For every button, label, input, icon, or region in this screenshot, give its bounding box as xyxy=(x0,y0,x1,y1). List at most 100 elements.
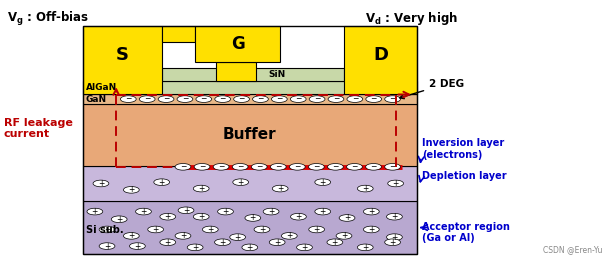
Circle shape xyxy=(387,234,403,241)
Circle shape xyxy=(357,185,373,192)
Text: +: + xyxy=(238,178,244,187)
Text: +: + xyxy=(198,212,205,221)
Text: Acceptor region
(Ga or Al): Acceptor region (Ga or Al) xyxy=(422,222,510,243)
Text: −: − xyxy=(219,95,226,104)
Circle shape xyxy=(347,96,363,103)
Text: Buffer: Buffer xyxy=(223,127,276,142)
Text: Si sub.: Si sub. xyxy=(86,225,124,235)
Text: +: + xyxy=(301,243,308,252)
Text: +: + xyxy=(389,238,396,247)
Text: −: − xyxy=(351,162,357,171)
Circle shape xyxy=(136,208,152,215)
Text: $\mathbf{V_g}$ : Off-bias: $\mathbf{V_g}$ : Off-bias xyxy=(7,10,89,28)
Circle shape xyxy=(175,163,191,170)
Text: Inversion layer
(electrons): Inversion layer (electrons) xyxy=(422,138,504,160)
Circle shape xyxy=(309,96,325,103)
Text: +: + xyxy=(392,179,399,188)
Text: +: + xyxy=(268,207,274,216)
Circle shape xyxy=(297,244,312,251)
Circle shape xyxy=(281,233,297,239)
Text: +: + xyxy=(391,233,398,242)
Circle shape xyxy=(213,163,229,170)
Circle shape xyxy=(148,226,164,233)
Bar xyxy=(162,26,195,42)
Circle shape xyxy=(336,233,352,239)
Text: −: − xyxy=(275,162,281,171)
Text: +: + xyxy=(128,185,135,194)
Text: +: + xyxy=(152,225,159,234)
Text: +: + xyxy=(92,207,98,216)
Text: +: + xyxy=(391,212,398,221)
Circle shape xyxy=(214,239,230,246)
Text: −: − xyxy=(370,95,377,104)
Text: −: − xyxy=(295,95,301,104)
Bar xyxy=(83,104,417,166)
Text: −: − xyxy=(218,162,224,171)
Circle shape xyxy=(254,226,270,233)
Text: S: S xyxy=(116,46,128,64)
Circle shape xyxy=(253,96,269,103)
Text: AlGaN: AlGaN xyxy=(86,83,117,92)
Text: +: + xyxy=(274,238,280,247)
Circle shape xyxy=(217,208,233,215)
Text: −: − xyxy=(199,162,205,171)
Circle shape xyxy=(309,226,325,233)
Circle shape xyxy=(175,233,191,239)
Circle shape xyxy=(269,239,285,246)
Text: +: + xyxy=(368,225,375,234)
Bar xyxy=(83,201,417,254)
Circle shape xyxy=(232,163,248,170)
Circle shape xyxy=(315,179,331,186)
Circle shape xyxy=(357,244,373,251)
Circle shape xyxy=(270,163,286,170)
Text: −: − xyxy=(163,95,169,104)
Text: −: − xyxy=(314,95,320,104)
Text: +: + xyxy=(332,238,338,247)
Circle shape xyxy=(93,180,109,187)
Circle shape xyxy=(124,233,139,239)
Circle shape xyxy=(290,213,306,220)
Bar xyxy=(344,26,417,94)
Circle shape xyxy=(111,216,127,223)
Circle shape xyxy=(230,234,245,241)
Text: −: − xyxy=(256,162,262,171)
Circle shape xyxy=(388,180,404,187)
Circle shape xyxy=(130,243,146,249)
Text: $\mathbf{V_d}$ : Very high: $\mathbf{V_d}$ : Very high xyxy=(365,10,459,27)
Text: +: + xyxy=(164,238,171,247)
Text: +: + xyxy=(250,214,256,223)
Circle shape xyxy=(290,96,306,103)
Circle shape xyxy=(187,244,203,251)
Bar xyxy=(83,26,162,94)
Circle shape xyxy=(99,243,115,249)
Circle shape xyxy=(385,239,401,246)
Circle shape xyxy=(347,163,362,170)
Text: −: − xyxy=(200,95,207,104)
Circle shape xyxy=(158,96,174,103)
Circle shape xyxy=(87,208,103,215)
Circle shape xyxy=(309,163,324,170)
Text: +: + xyxy=(140,207,147,216)
Text: +: + xyxy=(180,231,186,240)
Text: −: − xyxy=(125,95,132,104)
Circle shape xyxy=(233,179,248,186)
Circle shape xyxy=(202,226,218,233)
Text: −: − xyxy=(238,95,245,104)
Text: +: + xyxy=(259,225,265,234)
Circle shape xyxy=(160,213,175,220)
Text: −: − xyxy=(237,162,244,171)
Text: −: − xyxy=(181,95,188,104)
Circle shape xyxy=(252,163,267,170)
Text: +: + xyxy=(134,242,141,251)
Text: +: + xyxy=(320,207,326,216)
Text: +: + xyxy=(314,225,320,234)
Circle shape xyxy=(272,185,288,192)
Circle shape xyxy=(124,187,139,193)
Circle shape xyxy=(245,215,261,221)
Circle shape xyxy=(196,96,212,103)
Circle shape xyxy=(193,213,209,220)
Text: −: − xyxy=(370,162,377,171)
Text: −: − xyxy=(144,95,150,104)
Circle shape xyxy=(121,96,136,103)
Text: +: + xyxy=(247,243,253,252)
